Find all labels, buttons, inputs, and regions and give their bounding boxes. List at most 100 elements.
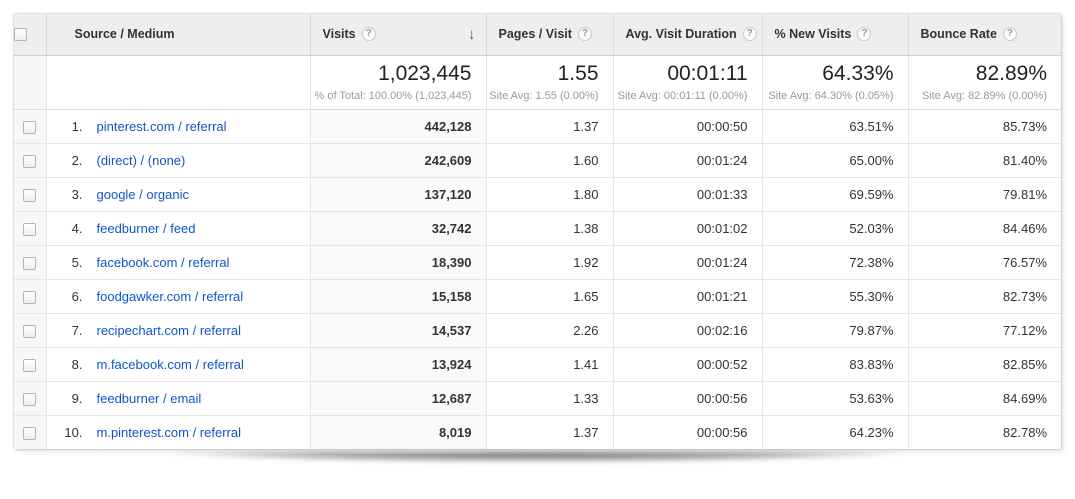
- pct-new-visits-cell: 53.63%: [762, 381, 909, 416]
- help-icon[interactable]: ?: [361, 27, 376, 42]
- source-medium-cell: 9. feedburner / email: [46, 381, 311, 416]
- avg-visit-duration-cell: 00:01:33: [613, 177, 763, 212]
- summary-pages-per-visit-cell: 1.55 Site Avg: 1.55 (0.00%): [486, 55, 614, 110]
- avg-visit-duration-cell: 00:01:21: [613, 279, 763, 314]
- summary-empty-cell: [46, 55, 311, 110]
- row-checkbox[interactable]: [23, 120, 37, 134]
- pct-new-visits-cell: 72.38%: [762, 245, 909, 280]
- row-checkbox[interactable]: [23, 188, 37, 202]
- avg-visit-duration-cell: 00:02:16: [613, 313, 763, 348]
- avg-visit-duration-cell: 00:01:02: [613, 211, 763, 246]
- pct-new-visits-cell: 64.23%: [762, 415, 909, 449]
- select-all-checkbox[interactable]: [14, 27, 27, 41]
- visits-cell: 242,609: [310, 143, 487, 178]
- source-medium-link[interactable]: google / organic: [96, 186, 190, 202]
- summary-bounce-rate-cell: 82.89% Site Avg: 82.89% (0.00%): [908, 55, 1061, 110]
- source-medium-link[interactable]: feedburner / email: [96, 390, 202, 406]
- pages-per-visit-cell: 1.80: [486, 177, 614, 212]
- help-icon[interactable]: ?: [857, 27, 872, 42]
- row-checkbox[interactable]: [23, 256, 37, 270]
- pct-new-visits-cell: 55.30%: [762, 279, 909, 314]
- source-medium-cell: 5. facebook.com / referral: [46, 245, 311, 280]
- row-rank: 4.: [71, 220, 83, 236]
- source-medium-cell: 7. recipechart.com / referral: [46, 313, 311, 348]
- source-medium-cell: 2. (direct) / (none): [46, 143, 311, 178]
- row-rank: 10.: [64, 424, 83, 440]
- visits-cell: 13,924: [310, 347, 487, 382]
- help-icon[interactable]: ?: [742, 27, 757, 42]
- sort-descending-icon[interactable]: ↓: [468, 25, 476, 43]
- row-rank: 8.: [71, 356, 83, 372]
- summary-avg-visit-duration-value: 00:01:11: [667, 62, 748, 86]
- bounce-rate-cell: 79.81%: [908, 177, 1061, 212]
- row-checkbox[interactable]: [23, 222, 37, 236]
- help-icon[interactable]: ?: [577, 27, 592, 42]
- summary-empty-cell: [14, 55, 47, 110]
- source-medium-link[interactable]: feedburner / feed: [96, 220, 196, 236]
- table-row: 7. recipechart.com / referral 14,537 2.26…: [14, 313, 1061, 348]
- row-rank: 9.: [71, 390, 83, 406]
- source-medium-link[interactable]: facebook.com / referral: [96, 254, 230, 270]
- source-medium-link[interactable]: recipechart.com / referral: [96, 322, 242, 338]
- pct-new-visits-cell: 63.51%: [762, 109, 909, 144]
- avg-visit-duration-cell: 00:00:56: [613, 415, 763, 449]
- pages-per-visit-cell: 1.41: [486, 347, 614, 382]
- row-checkbox[interactable]: [23, 426, 37, 440]
- visits-cell: 32,742: [310, 211, 487, 246]
- row-checkbox[interactable]: [23, 154, 37, 168]
- column-header-visits[interactable]: Visits ? ↓: [310, 14, 487, 56]
- pages-per-visit-cell: 1.92: [486, 245, 614, 280]
- source-medium-table: Source / Medium Visits ? ↓ Pages / Visit…: [14, 14, 1061, 449]
- summary-avg-visit-duration-cell: 00:01:11 Site Avg: 00:01:11 (0.00%): [613, 55, 763, 110]
- help-icon[interactable]: ?: [1002, 27, 1017, 42]
- row-select-cell: [14, 177, 47, 212]
- row-checkbox[interactable]: [23, 324, 37, 338]
- source-medium-link[interactable]: pinterest.com / referral: [96, 118, 227, 134]
- pages-per-visit-cell: 1.65: [486, 279, 614, 314]
- avg-visit-duration-cell: 00:01:24: [613, 143, 763, 178]
- source-medium-link[interactable]: m.pinterest.com / referral: [96, 424, 242, 440]
- visits-column-label: Visits: [322, 27, 356, 42]
- summary-pct-new-visits-cell: 64.33% Site Avg: 64.30% (0.05%): [762, 55, 909, 110]
- column-header-bounce-rate[interactable]: Bounce Rate ?: [908, 14, 1061, 56]
- source-medium-link[interactable]: (direct) / (none): [96, 152, 186, 168]
- source-medium-cell: 1. pinterest.com / referral: [46, 109, 311, 144]
- pct-new-visits-cell: 83.83%: [762, 347, 909, 382]
- row-select-cell: [14, 143, 47, 178]
- source-medium-link[interactable]: m.facebook.com / referral: [96, 356, 244, 372]
- row-rank: 1.: [71, 118, 83, 134]
- column-header-pct-new-visits[interactable]: % New Visits ?: [762, 14, 909, 56]
- bounce-rate-cell: 85.73%: [908, 109, 1061, 144]
- analytics-table-card: Source / Medium Visits ? ↓ Pages / Visit…: [14, 14, 1061, 449]
- column-header-source-medium[interactable]: Source / Medium: [46, 14, 311, 56]
- row-select-cell: [14, 211, 47, 246]
- row-rank: 2.: [71, 152, 83, 168]
- pct-new-visits-cell: 79.87%: [762, 313, 909, 348]
- bounce-rate-cell: 81.40%: [908, 143, 1061, 178]
- row-checkbox[interactable]: [23, 290, 37, 304]
- source-medium-cell: 4. feedburner / feed: [46, 211, 311, 246]
- visits-cell: 12,687: [310, 381, 487, 416]
- row-select-cell: [14, 245, 47, 280]
- pages-per-visit-cell: 1.60: [486, 143, 614, 178]
- row-checkbox[interactable]: [23, 392, 37, 406]
- bounce-rate-column-label: Bounce Rate: [920, 27, 997, 42]
- visits-cell: 137,120: [310, 177, 487, 212]
- bounce-rate-cell: 84.46%: [908, 211, 1061, 246]
- row-checkbox[interactable]: [23, 358, 37, 372]
- summary-visits-value: 1,023,445: [378, 62, 472, 86]
- table-row: 1. pinterest.com / referral 442,128 1.37 …: [14, 109, 1061, 144]
- visits-cell: 442,128: [310, 109, 487, 144]
- source-medium-link[interactable]: foodgawker.com / referral: [96, 288, 244, 304]
- bounce-rate-cell: 82.73%: [908, 279, 1061, 314]
- table-row: 8. m.facebook.com / referral 13,924 1.41 …: [14, 347, 1061, 382]
- pct-new-visits-cell: 65.00%: [762, 143, 909, 178]
- pages-per-visit-cell: 1.37: [486, 415, 614, 449]
- table-row: 5. facebook.com / referral 18,390 1.92 00…: [14, 245, 1061, 280]
- column-header-avg-visit-duration[interactable]: Avg. Visit Duration ?: [613, 14, 763, 56]
- table-row: 6. foodgawker.com / referral 15,158 1.65 …: [14, 279, 1061, 314]
- column-header-pages-per-visit[interactable]: Pages / Visit ?: [486, 14, 614, 56]
- summary-pages-per-visit-subtext: Site Avg: 1.55 (0.00%): [489, 89, 599, 102]
- row-rank: 6.: [71, 288, 83, 304]
- visits-cell: 8,019: [310, 415, 487, 449]
